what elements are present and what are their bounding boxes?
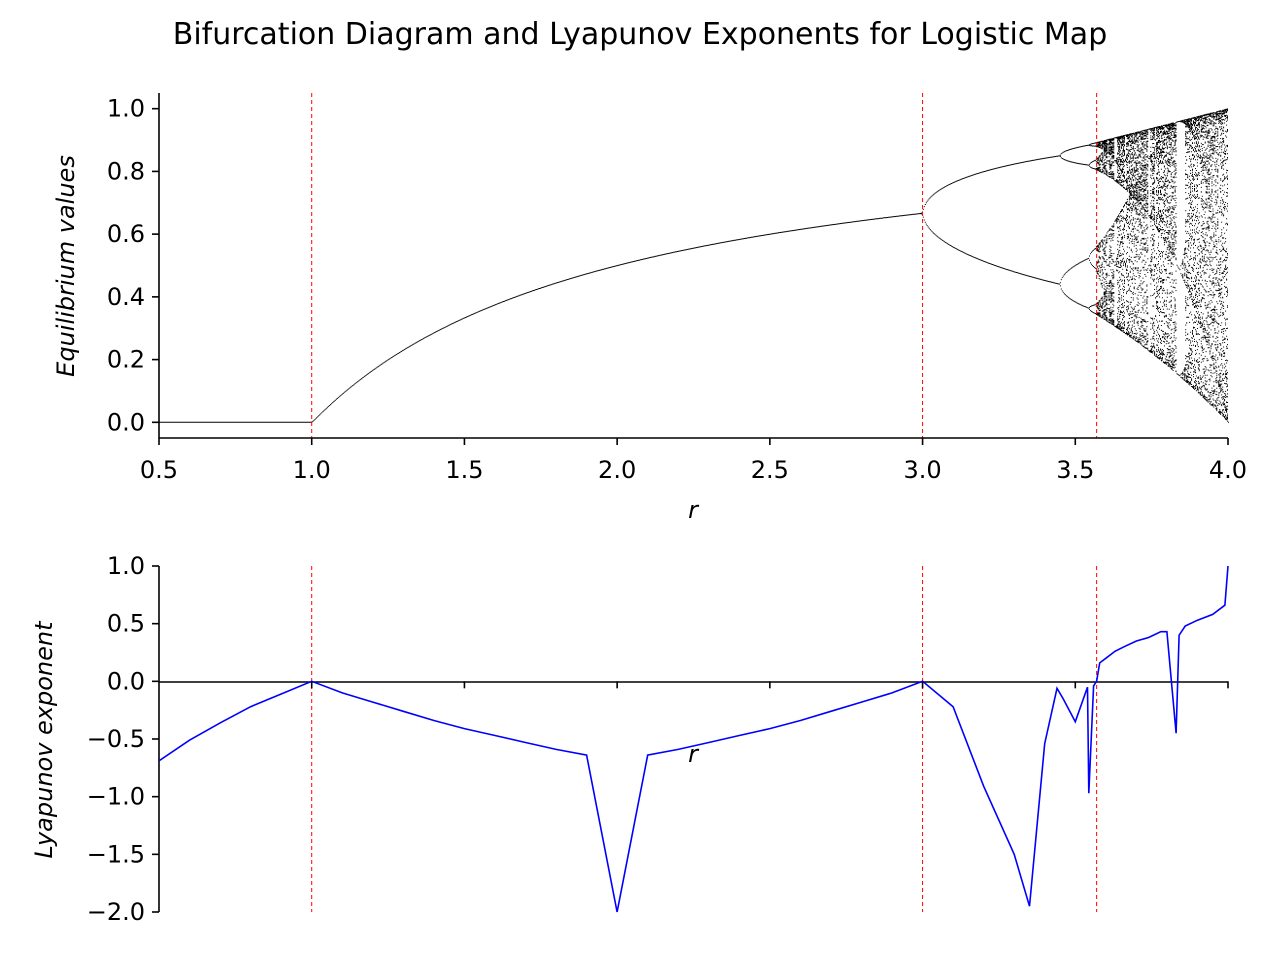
lyapunov-x-ticks	[310, 681, 1229, 689]
bifurcation-y-tick-label: 0.2	[107, 346, 145, 374]
lyapunov-vlines	[311, 566, 1098, 912]
bifurcation-y-tick-label: 0.4	[107, 283, 145, 311]
bifurcation-vlines	[311, 93, 1098, 438]
lyapunov-series-line	[159, 566, 1229, 913]
bifurcation-x-tick-label: 4.0	[1209, 456, 1247, 484]
bifurcation-x-tick-label: 2.0	[598, 456, 636, 484]
bifurcation-y-label: Equilibrium values	[52, 155, 80, 377]
lyapunov-y-tick-label: −1.0	[87, 783, 145, 811]
bifurcation-y-tick-label: 1.0	[107, 95, 145, 123]
lyapunov-y-tick-label: −2.0	[87, 898, 145, 926]
bifurcation-x-tick-label: 1.0	[293, 456, 331, 484]
bifurcation-x-tick-label: 3.5	[1056, 456, 1094, 484]
bifurcation-y-tick-label: 0.0	[107, 408, 145, 436]
bifurcation-y-tick-label: 0.6	[107, 220, 145, 248]
bifurcation-x-tick-label: 0.5	[140, 456, 178, 484]
figure-title: Bifurcation Diagram and Lyapunov Exponen…	[173, 17, 1107, 52]
lyapunov-y-ticks: 1.0 0.5 0.0 −0.5 −1.0 −1.5 −2.0	[87, 552, 159, 926]
lyapunov-x-label: r	[688, 740, 700, 768]
lyapunov-y-tick-label: 1.0	[107, 552, 145, 580]
lyapunov-y-tick-label: 0.0	[107, 667, 145, 695]
bifurcation-y-tick-label: 0.8	[107, 157, 145, 185]
bifurcation-x-ticks: 0.5 1.0 1.5 2.0 2.5 3.0 3.5 4.0	[140, 438, 1247, 484]
lyapunov-y-tick-label: 0.5	[107, 610, 145, 638]
bifurcation-x-label: r	[688, 496, 700, 524]
bifurcation-y-ticks: 0.0 0.2 0.4 0.6 0.8 1.0	[107, 95, 159, 436]
bifurcation-points	[159, 108, 1229, 423]
bifurcation-x-tick-label: 3.0	[903, 456, 941, 484]
bifurcation-axes: 0.5 1.0 1.5 2.0 2.5 3.0 3.5 4.0 0.0 0.2 0.4 0.6 0.8…	[52, 93, 1247, 524]
bifurcation-x-tick-label: 2.5	[751, 456, 789, 484]
lyapunov-axes: 1.0 0.5 0.0 −0.5 −1.0 −1.5 −2.0 r Lyapunov exp…	[30, 552, 1229, 926]
bifurcation-x-tick-label: 1.5	[445, 456, 483, 484]
lyapunov-y-label: Lyapunov exponent	[30, 620, 58, 859]
bifurcation-point-cloud	[159, 108, 1229, 423]
lyapunov-y-tick-label: −0.5	[87, 725, 145, 753]
lyapunov-y-tick-label: −1.5	[87, 840, 145, 868]
